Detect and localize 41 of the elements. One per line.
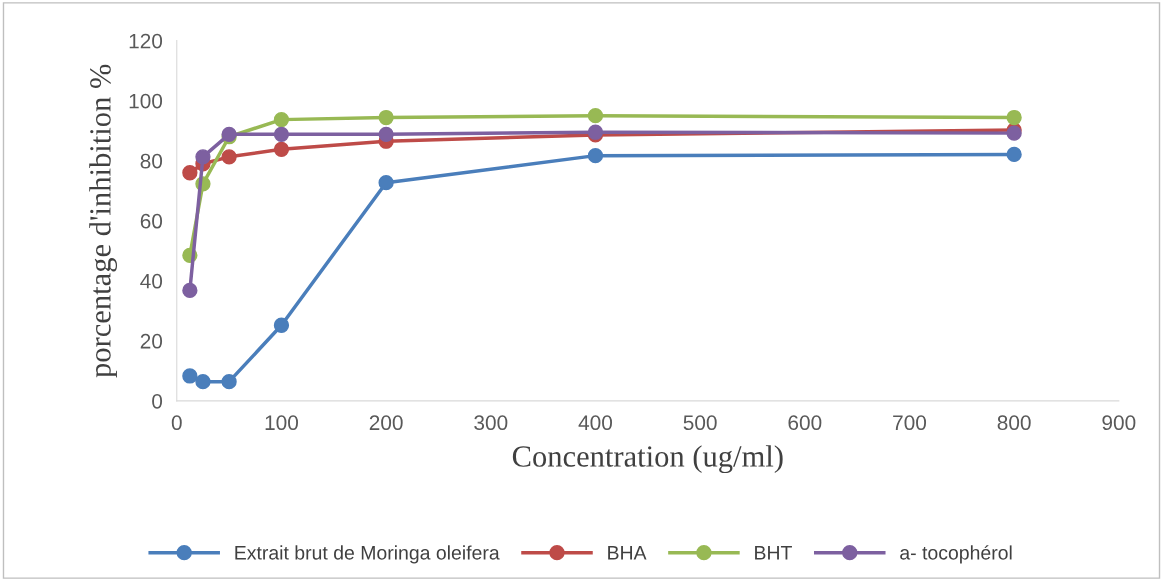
- point: [587, 148, 604, 164]
- point: [1006, 109, 1022, 126]
- x-tick-label: 700: [893, 415, 927, 431]
- y-tick-label: 20: [140, 333, 163, 349]
- point: [378, 175, 394, 191]
- point: [221, 149, 237, 165]
- legend-label: BHT: [755, 546, 792, 560]
- point: [182, 282, 198, 299]
- y-tick-label: 60: [140, 213, 163, 229]
- point: [273, 141, 290, 157]
- x-tick-label: 0: [171, 415, 182, 431]
- point: [182, 165, 198, 181]
- y-tick-label: 80: [140, 153, 163, 169]
- y-axis-title: porcentage d'inhibition %: [89, 64, 118, 378]
- point: [587, 108, 604, 124]
- x-tick-label: 600: [788, 415, 822, 431]
- legend-label: a- tocophérol: [900, 545, 1012, 564]
- y-tick-label: 120: [129, 33, 163, 49]
- y-tick-label: 100: [129, 93, 163, 109]
- point: [221, 374, 237, 390]
- point: [378, 109, 394, 126]
- point: [273, 126, 290, 142]
- point: [273, 111, 290, 128]
- x-tick-label: 100: [265, 415, 299, 431]
- point: [378, 126, 394, 142]
- legend-label: Extrait brut de Moringa oleifera: [235, 545, 500, 564]
- x-tick-label: 200: [369, 415, 403, 431]
- point: [182, 368, 198, 384]
- x-tick-label: 500: [683, 415, 717, 431]
- point: [195, 149, 211, 165]
- x-tick-label: 400: [578, 415, 613, 431]
- y-tick-label: 0: [152, 393, 163, 409]
- y-tick-label: 40: [140, 273, 163, 289]
- point: [273, 317, 290, 333]
- point: [195, 374, 211, 390]
- point: [1006, 146, 1022, 163]
- x-tick-label: 800: [997, 415, 1031, 431]
- x-axis-title: Concentration (ug/ml): [512, 445, 783, 474]
- legend-label: BHA: [608, 546, 647, 560]
- x-tick-label: 900: [1102, 415, 1136, 431]
- x-tick-label: 300: [474, 415, 508, 431]
